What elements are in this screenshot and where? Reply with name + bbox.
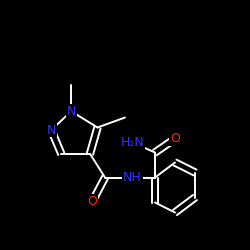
Text: O: O — [88, 195, 98, 208]
Text: H₂N: H₂N — [120, 136, 144, 149]
Text: N: N — [66, 105, 76, 118]
Text: O: O — [170, 132, 180, 145]
Text: N: N — [46, 124, 56, 136]
Text: NH: NH — [123, 171, 142, 184]
